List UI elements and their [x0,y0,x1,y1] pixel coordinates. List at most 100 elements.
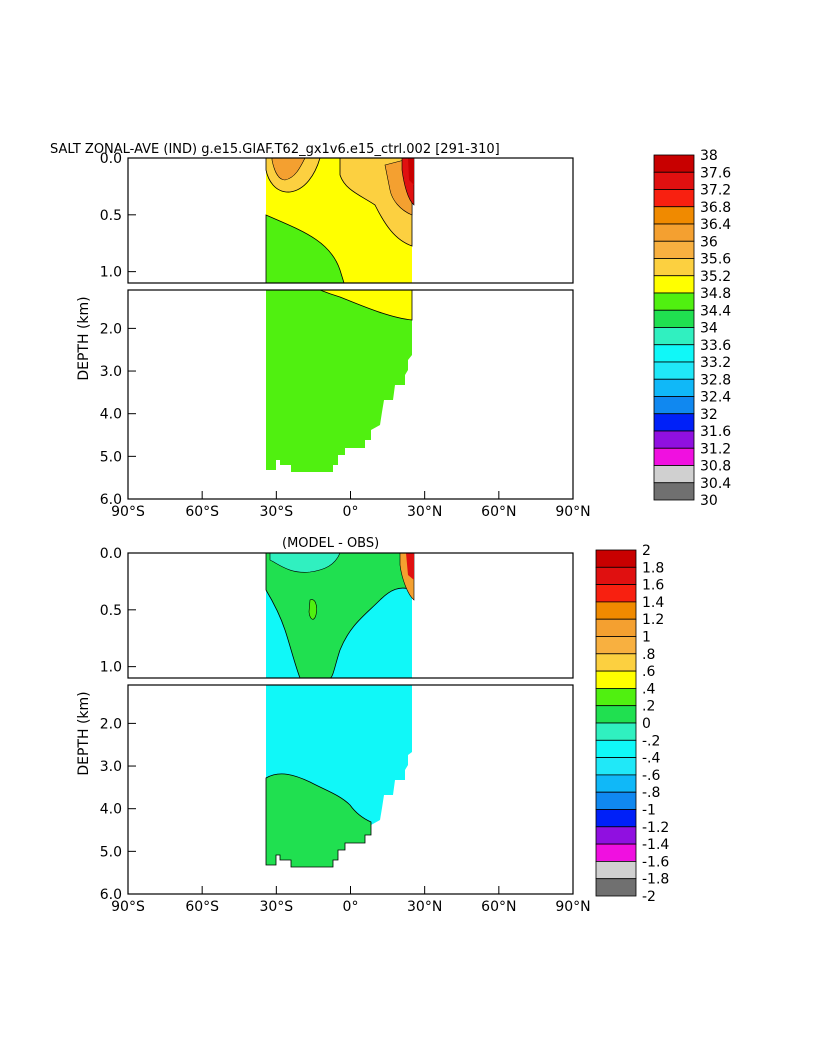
colorbar-swatch [595,878,637,897]
bottom-upper-green-blob [308,599,317,620]
colorbar-label: .6 [642,664,655,680]
y-tick-label: 6.0 [100,492,122,508]
colorbar-swatch [653,309,695,328]
bottom-lower-field [265,685,412,868]
colorbar-swatch [595,791,637,810]
colorbar-label: .4 [642,681,655,697]
colorbar-label: .2 [642,699,655,715]
x-tick-label: 30°N [407,504,442,520]
y-tick-label: 2.0 [100,716,122,732]
colorbar-label: 34.8 [700,286,731,302]
colorbar-label: 1.2 [642,612,664,628]
colorbar-swatch [653,189,695,208]
colorbar-swatch [653,223,695,242]
colorbar-label: 2 [642,543,651,559]
colorbar-label: -.6 [642,768,661,784]
colorbar-label: 32.8 [700,372,731,388]
colorbar-label: 1.4 [642,595,664,611]
x-tick-label: 90°S [111,504,145,520]
top-lower-yellow [319,289,413,321]
colorbar-swatch [653,327,695,346]
colorbar-swatch [595,688,637,707]
x-tick-label: 90°N [555,504,590,520]
top-upper-green [265,214,345,284]
x-tick-label: 30°S [259,899,293,915]
colorbar-label: 30.4 [700,476,731,492]
x-tick-label: 90°S [111,899,145,915]
bottom-upper-hotspot-core [406,553,414,580]
colorbar-label: -1.6 [642,854,669,870]
bottom-upper-green [265,552,413,679]
colorbar-label: 33.2 [700,355,731,371]
colorbar-swatch [653,413,695,432]
bottom-upper-field [265,552,415,679]
colorbar-swatch [653,465,695,484]
colorbar-swatch [653,154,695,173]
y-tick-label: 0.5 [100,603,122,619]
colorbar-swatch [595,670,637,689]
colorbar-label: 31.6 [700,424,731,440]
top-lower-green [266,290,412,472]
colorbar-label: 1.6 [642,578,664,594]
colorbar-label: 36 [700,234,718,250]
bottom-lower-green [265,773,372,868]
colorbar-label: .8 [642,647,655,663]
colorbar-label: -1.4 [642,837,669,853]
x-tick-label: 30°S [259,504,293,520]
colorbar-label: 36.4 [700,217,731,233]
colorbar-swatch [595,549,637,568]
colorbar-label: 34 [700,321,718,337]
top-title: SALT ZONAL-AVE (IND) g.e15.GIAF.T62_gx1v… [50,142,500,157]
colorbar-label: 35.6 [700,252,731,268]
top-upper-frame [127,157,574,284]
colorbar-swatch [653,430,695,449]
y-tick-label: 3.0 [100,364,122,380]
colorbar-swatch [653,447,695,466]
colorbar-label: -.2 [642,733,660,749]
colorbar-label: 37.2 [700,183,731,199]
colorbar-swatch [595,739,637,758]
top-colorbar: 3837.637.236.836.43635.635.234.834.43433… [653,148,731,509]
colorbar-label: -.8 [642,785,660,801]
colorbar-label: 31.2 [700,441,731,457]
colorbar-swatch [595,705,637,724]
colorbar-swatch [653,482,695,501]
colorbar-swatch [653,378,695,397]
colorbar-swatch [595,584,637,603]
y-tick-label: 4.0 [100,802,122,818]
y-tick-label: 2.0 [100,321,122,337]
colorbar-label: 32 [700,407,718,423]
colorbar-label: 38 [700,148,718,164]
bottom-panel: (MODEL - OBS) 90°S 60°S 30°S 0° 30°N 60°N 90°N… [76,536,591,915]
colorbar-swatch [653,344,695,363]
x-tick-label: 60°S [185,899,219,915]
colorbar-swatch [653,206,695,225]
colorbar-label: 1.8 [642,560,664,576]
colorbar-swatch [595,861,637,880]
y-tick-label: 4.0 [100,407,122,423]
colorbar-label: 1 [642,630,651,646]
colorbar-label: 30.8 [700,459,731,475]
top-lower-field [266,289,413,472]
bottom-axes: 90°S 60°S 30°S 0° 30°N 60°N 90°N 0.0 0.5 1.0 2.0 3.… [76,546,591,915]
y-tick-label: 0.0 [100,151,122,167]
x-tick-label: 0° [343,899,359,915]
colorbar-swatch [595,618,637,637]
colorbar-label: 34.4 [700,303,731,319]
colorbar-label: -2 [642,889,656,905]
y-tick-label: 0.0 [100,546,122,562]
top-axes: 90°S 60°S 30°S 0° 30°N 60°N 90°N 0.0 0.5 1.0 2.0 3.… [76,151,591,520]
colorbar-swatch [595,774,637,793]
top-panel: SALT ZONAL-AVE (IND) g.e15.GIAF.T62_gx1v… [50,142,591,520]
colorbar-swatch [595,757,637,776]
top-upper-hotspot-core [408,158,414,185]
colorbar-swatch [595,826,637,845]
y-tick-label: 5.0 [100,449,122,465]
colorbar-label: 30 [700,493,718,509]
colorbar-label: 35.2 [700,269,731,285]
x-tick-label: 60°S [185,504,219,520]
y-tick-label: 1.0 [100,660,122,676]
bottom-upper-frame [127,552,574,679]
colorbar-label: -1.8 [642,872,669,888]
